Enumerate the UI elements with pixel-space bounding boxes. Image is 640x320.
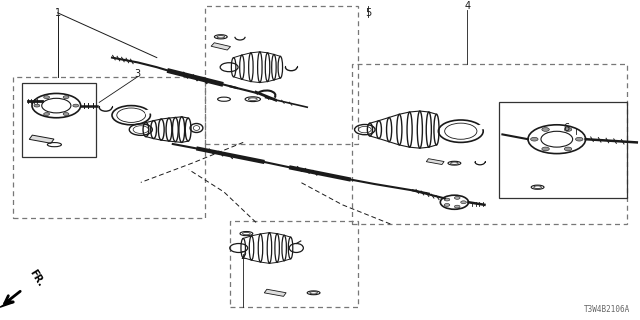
Circle shape bbox=[44, 96, 49, 99]
Circle shape bbox=[575, 137, 583, 141]
Text: 6: 6 bbox=[563, 123, 570, 133]
Polygon shape bbox=[29, 135, 54, 143]
Circle shape bbox=[542, 147, 549, 151]
Polygon shape bbox=[0, 301, 14, 307]
Bar bbox=[352, 64, 627, 224]
Circle shape bbox=[63, 113, 69, 116]
Circle shape bbox=[73, 104, 79, 107]
Circle shape bbox=[531, 137, 538, 141]
Bar bbox=[230, 221, 358, 307]
Text: 5: 5 bbox=[365, 8, 371, 18]
Circle shape bbox=[461, 201, 467, 204]
Circle shape bbox=[564, 147, 572, 151]
Text: FR.: FR. bbox=[28, 268, 45, 288]
Polygon shape bbox=[211, 43, 230, 50]
Circle shape bbox=[454, 196, 460, 199]
Polygon shape bbox=[426, 159, 444, 164]
Text: 2: 2 bbox=[240, 251, 246, 261]
Text: 1: 1 bbox=[54, 8, 61, 18]
Circle shape bbox=[454, 205, 460, 208]
Text: 4: 4 bbox=[464, 1, 470, 12]
Bar bbox=[22, 83, 96, 157]
Circle shape bbox=[564, 128, 572, 131]
Circle shape bbox=[444, 204, 450, 206]
Bar bbox=[205, 6, 358, 144]
Polygon shape bbox=[264, 289, 286, 296]
Bar bbox=[499, 102, 627, 198]
Text: T3W4B2106A: T3W4B2106A bbox=[584, 305, 630, 314]
Circle shape bbox=[542, 128, 549, 131]
Circle shape bbox=[63, 96, 69, 99]
Circle shape bbox=[444, 198, 450, 201]
Circle shape bbox=[44, 113, 49, 116]
Text: 3: 3 bbox=[134, 68, 141, 79]
Bar bbox=[13, 77, 205, 218]
Circle shape bbox=[34, 104, 40, 107]
